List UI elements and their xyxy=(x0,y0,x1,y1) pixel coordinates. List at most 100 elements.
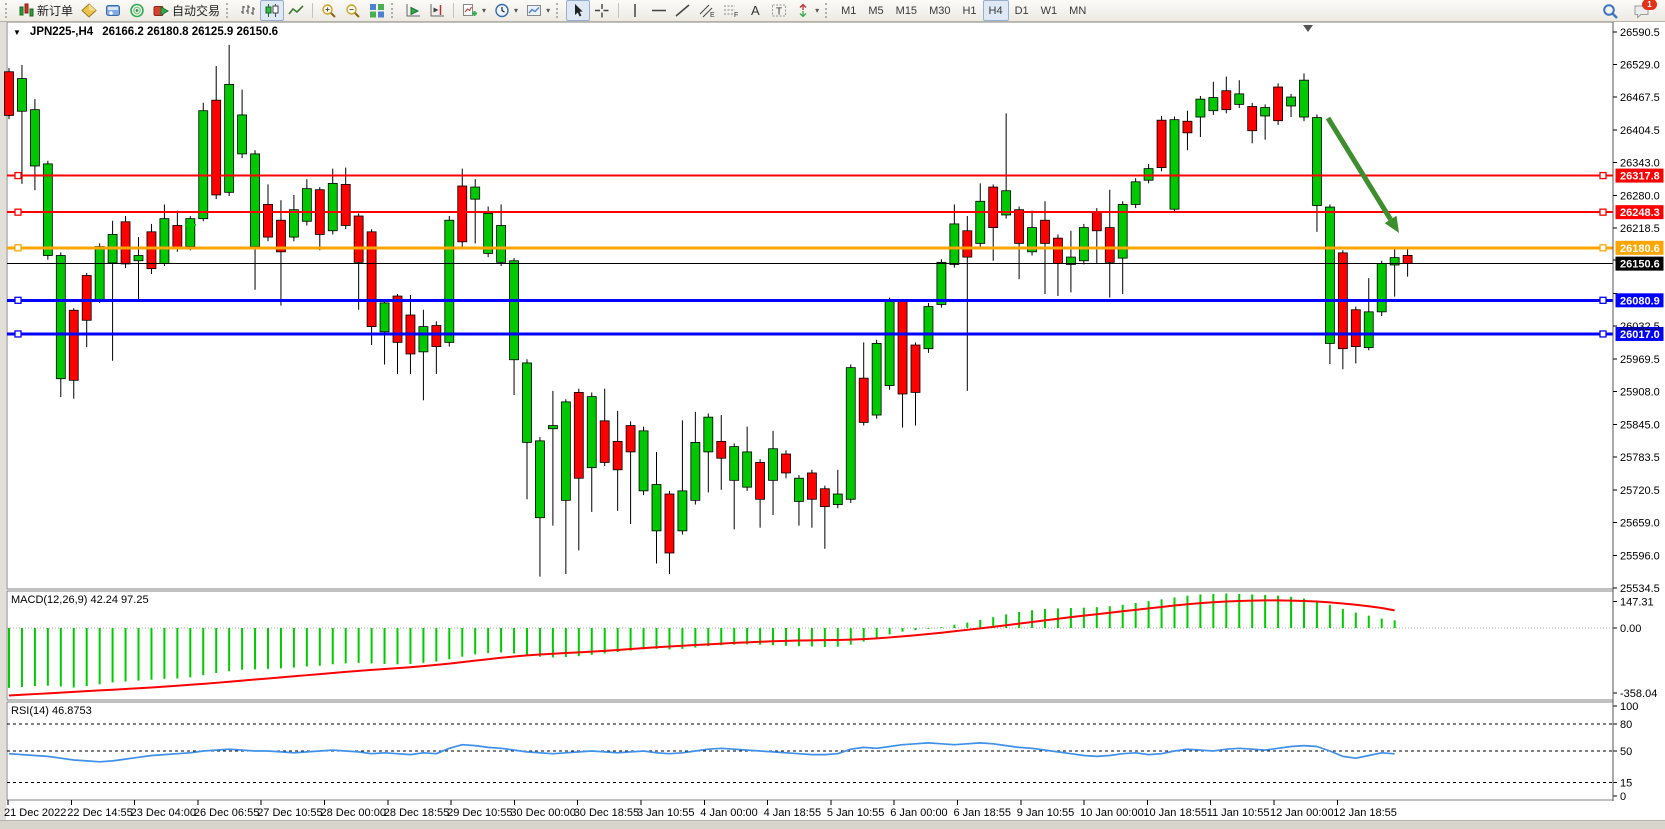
rsi-axis-label[interactable]: 50 xyxy=(1620,746,1632,758)
resistance-line-2-handle[interactable] xyxy=(14,208,22,216)
templates-button[interactable]: ▾ xyxy=(522,0,554,21)
time-axis-label[interactable]: 27 Dec 10:55 xyxy=(257,807,322,819)
symbol-dropdown-icon[interactable]: ▼ xyxy=(13,27,21,37)
toolbar-grip[interactable] xyxy=(556,3,562,18)
terminal-window-button[interactable] xyxy=(101,0,125,21)
time-axis-label[interactable]: 3 Jan 10:55 xyxy=(637,807,695,819)
pivot-line-handle[interactable] xyxy=(1599,244,1607,252)
time-axis-label[interactable]: 6 Jan 18:55 xyxy=(954,807,1012,819)
auto-trading-button[interactable]: 自动交易 xyxy=(149,0,224,21)
timeframe-h1-button[interactable]: H1 xyxy=(956,0,982,21)
timeframe-d1-button[interactable]: D1 xyxy=(1009,0,1035,21)
toolbar-grip[interactable] xyxy=(391,3,397,18)
zoom-out-button[interactable] xyxy=(341,0,365,21)
time-axis-label[interactable]: 10 Jan 00:00 xyxy=(1080,807,1144,819)
time-axis-label[interactable]: 28 Dec 18:55 xyxy=(384,807,449,819)
cursor-button[interactable] xyxy=(566,0,591,21)
timeframe-w1-button[interactable]: W1 xyxy=(1035,0,1064,21)
macd-axis-label[interactable]: 0.00 xyxy=(1620,623,1641,635)
time-axis-label[interactable]: 30 Dec 00:00 xyxy=(510,807,575,819)
time-axis-label[interactable]: 4 Jan 00:00 xyxy=(700,807,758,819)
bar-chart-mode-button[interactable] xyxy=(236,0,260,21)
timeframe-m15-button[interactable]: M15 xyxy=(890,0,923,21)
time-axis-label[interactable]: 26 Dec 06:55 xyxy=(194,807,259,819)
rsi-axis-label[interactable]: 80 xyxy=(1620,719,1632,731)
support-line-1-handle[interactable] xyxy=(14,296,22,304)
text-tool-button[interactable]: A xyxy=(743,0,767,21)
rsi-axis-label[interactable]: 100 xyxy=(1620,701,1638,713)
resistance-line-1-handle[interactable] xyxy=(14,171,22,180)
time-axis-label[interactable]: 5 Jan 10:55 xyxy=(827,807,885,819)
line-chart-mode-button[interactable] xyxy=(284,0,308,21)
support-line-2-handle[interactable] xyxy=(1599,330,1607,338)
macd-panel[interactable] xyxy=(6,590,1614,701)
price-axis-label[interactable]: 26032.5 xyxy=(1620,321,1660,333)
price-axis-label[interactable]: 25720.5 xyxy=(1620,485,1660,497)
market-package-button[interactable] xyxy=(77,0,101,21)
arrows-tool-button[interactable]: ▾ xyxy=(791,0,823,21)
macd-axis-label[interactable]: -358.04 xyxy=(1620,688,1657,700)
time-axis-label[interactable]: 4 Jan 18:55 xyxy=(764,807,822,819)
price-axis-label[interactable]: 26529.0 xyxy=(1620,59,1660,71)
timeframe-m30-button[interactable]: M30 xyxy=(923,0,956,21)
timeframe-m5-button[interactable]: M5 xyxy=(862,0,889,21)
search-button[interactable] xyxy=(1598,0,1623,21)
rsi-axis-label[interactable]: 15 xyxy=(1620,778,1632,790)
price-axis-label[interactable]: 25969.5 xyxy=(1620,354,1660,366)
resistance-line-1-handle[interactable] xyxy=(1599,171,1607,180)
broadcast-button[interactable] xyxy=(125,0,149,21)
new-chart-button[interactable]: ▾ xyxy=(458,0,490,21)
shift-end-marker-icon[interactable] xyxy=(1303,25,1313,32)
price-axis-label[interactable]: 26467.5 xyxy=(1620,92,1660,104)
price-axis-label[interactable]: 25534.5 xyxy=(1620,583,1660,595)
price-axis-label[interactable]: 26218.5 xyxy=(1620,223,1660,235)
tile-windows-button[interactable] xyxy=(365,0,389,21)
price-axis-label[interactable]: 25908.0 xyxy=(1620,386,1660,398)
price-panel[interactable] xyxy=(6,22,1614,590)
timeframe-h4-button[interactable]: H4 xyxy=(982,0,1009,21)
crosshair-button[interactable] xyxy=(590,0,614,21)
equidistant-channel-button[interactable]: E xyxy=(695,0,719,21)
auto-scroll-button[interactable] xyxy=(401,0,425,21)
time-axis-label[interactable]: 11 Jan 10:55 xyxy=(1207,807,1270,819)
time-axis-label[interactable]: 30 Dec 18:55 xyxy=(574,807,639,819)
zoom-in-button[interactable] xyxy=(317,0,341,21)
time-axis-label[interactable]: 29 Dec 10:55 xyxy=(447,807,512,819)
fibonacci-tool-button[interactable]: F xyxy=(719,0,743,21)
time-axis-label[interactable]: 21 Dec 2022 xyxy=(4,807,66,819)
time-axis-label[interactable]: 12 Jan 18:55 xyxy=(1333,807,1397,819)
toolbar-grip[interactable] xyxy=(5,3,11,18)
price-axis-label[interactable]: 25596.0 xyxy=(1620,551,1660,563)
price-axis-label[interactable]: 25783.5 xyxy=(1620,452,1660,464)
time-axis-label[interactable]: 10 Jan 18:55 xyxy=(1143,807,1207,819)
time-axis-label[interactable]: 28 Dec 00:00 xyxy=(321,807,386,819)
timeframe-mn-button[interactable]: MN xyxy=(1063,0,1092,21)
price-axis-label[interactable]: 26404.5 xyxy=(1620,125,1660,137)
price-axis-label[interactable]: 25845.0 xyxy=(1620,420,1660,432)
timeframe-m1-button[interactable]: M1 xyxy=(835,0,862,21)
toolbar-grip[interactable] xyxy=(226,3,232,18)
time-axis-label[interactable]: 12 Jan 00:00 xyxy=(1270,807,1334,819)
price-axis-label[interactable]: 25659.0 xyxy=(1620,517,1660,529)
vertical-line-tool-button[interactable] xyxy=(623,0,647,21)
time-axis-label[interactable]: 23 Dec 04:00 xyxy=(131,807,196,819)
periods-button[interactable]: ▾ xyxy=(490,0,522,21)
text-label-tool-button[interactable]: T xyxy=(767,0,791,21)
price-axis-label[interactable]: 26590.5 xyxy=(1620,27,1660,39)
new-order-button[interactable]: 新订单 xyxy=(15,0,77,21)
price-axis-label[interactable]: 26343.0 xyxy=(1620,157,1660,169)
macd-axis-label[interactable]: 147.31 xyxy=(1620,596,1654,608)
trendline-tool-button[interactable] xyxy=(671,0,695,21)
time-axis-label[interactable]: 6 Jan 00:00 xyxy=(890,807,948,819)
support-line-2-handle[interactable] xyxy=(14,330,22,338)
pivot-line-handle[interactable] xyxy=(14,244,22,252)
chat-button[interactable]: 1 xyxy=(1629,0,1657,21)
time-axis-label[interactable]: 22 Dec 14:55 xyxy=(67,807,132,819)
price-axis-label[interactable]: 26280.0 xyxy=(1620,190,1660,202)
time-axis-label[interactable]: 9 Jan 10:55 xyxy=(1017,807,1075,819)
resistance-line-2-handle[interactable] xyxy=(1599,208,1607,216)
toolbar-grip[interactable] xyxy=(825,3,831,18)
support-line-1-handle[interactable] xyxy=(1599,296,1607,304)
candlestick-mode-button[interactable] xyxy=(260,0,285,21)
horizontal-line-tool-button[interactable] xyxy=(647,0,671,21)
